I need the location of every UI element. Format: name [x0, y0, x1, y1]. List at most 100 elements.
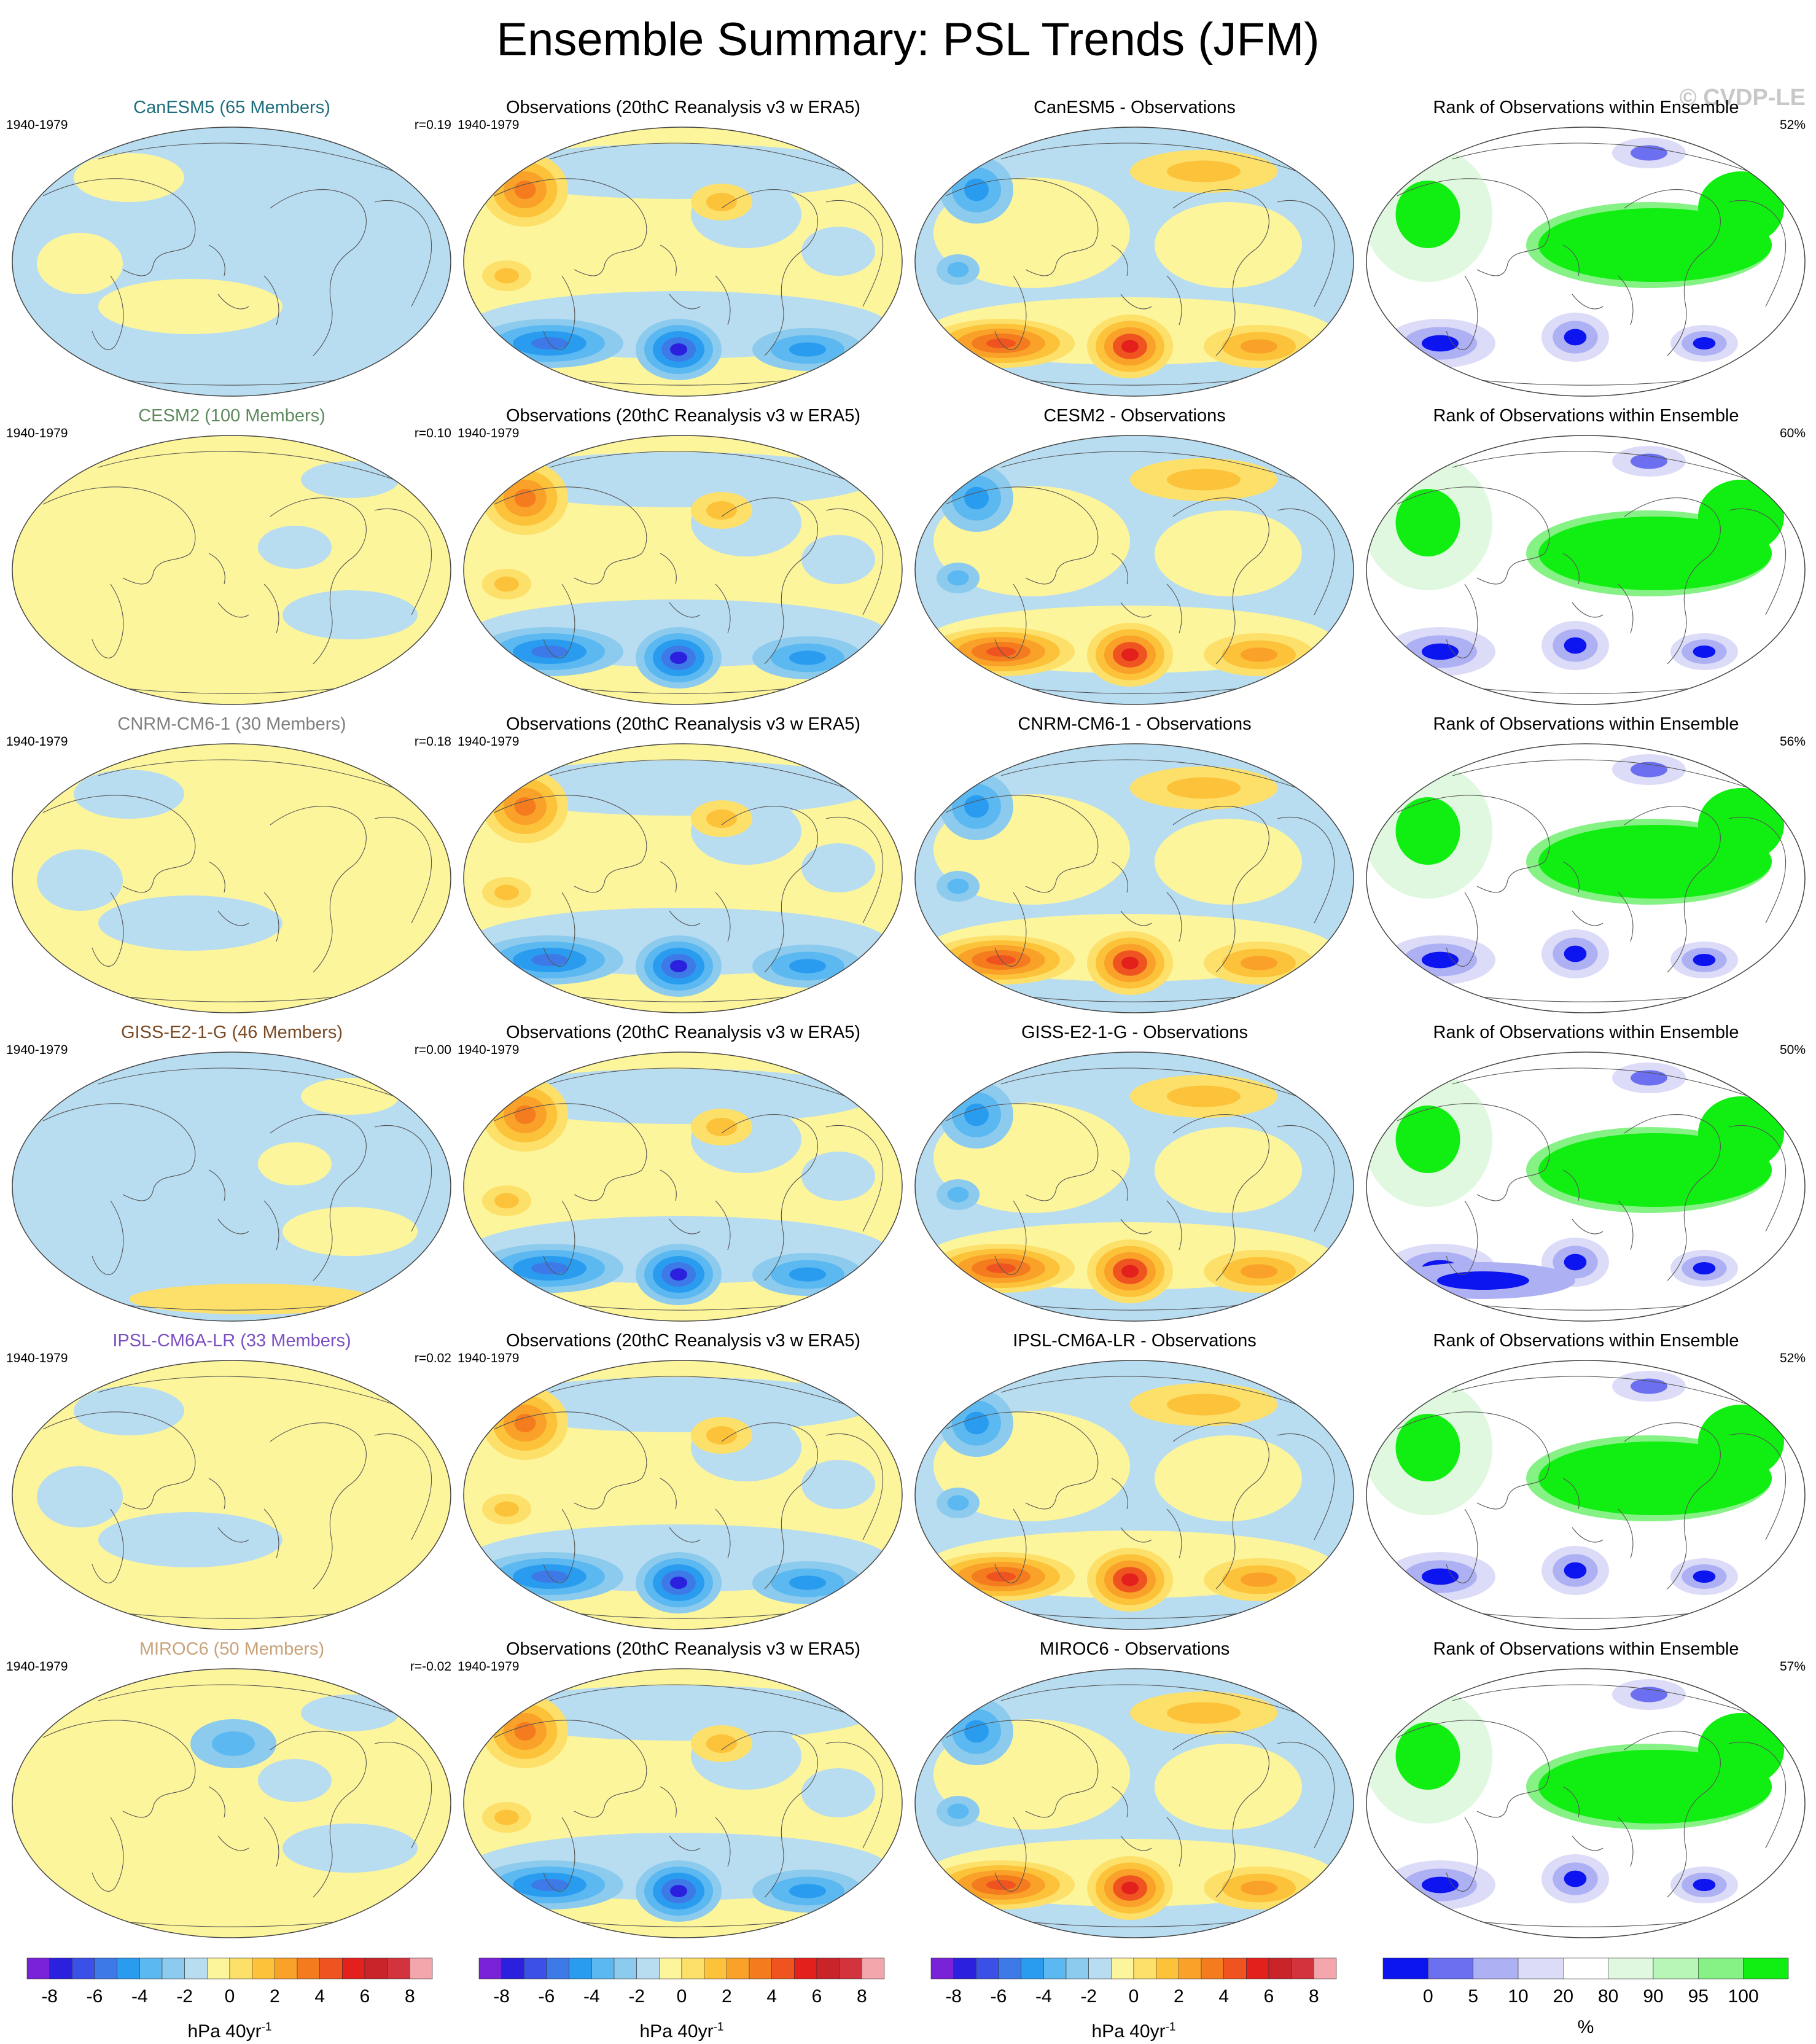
negative-trend-region [947, 1187, 969, 1203]
difference-panel: MIROC6 - Observations [909, 1637, 1360, 1946]
colorbar-tick-label: 0 [1129, 1986, 1139, 2007]
map-outline [1366, 1051, 1806, 1322]
colorbar-tick-label: 4 [314, 1986, 325, 2007]
model-panel-title: IPSL-CM6A-LR (33 Members) [112, 1331, 351, 1351]
positive-trend-region [1167, 1702, 1241, 1724]
map-outline [1366, 435, 1806, 705]
map-outline [12, 743, 451, 1013]
coastline [494, 1720, 647, 1818]
negative-trend-region [789, 1267, 826, 1282]
positive-trend-region [1121, 340, 1139, 353]
colorbar-swatch [1428, 1957, 1473, 1980]
coastline [1172, 1114, 1269, 1281]
map-outline [463, 127, 903, 397]
map-outline [463, 1360, 903, 1630]
positive-trend-region [1121, 1573, 1139, 1586]
positive-trend-region [514, 489, 536, 507]
coastline [98, 1684, 424, 1726]
trend-anomaly-region [1155, 1435, 1302, 1521]
low-rank-region [1564, 1870, 1587, 1887]
low-rank-region [1693, 1570, 1716, 1583]
colorbar-swatch [1518, 1957, 1564, 1980]
coastline [549, 759, 876, 801]
colorbar-tick-label: -6 [991, 1986, 1007, 2007]
coastline [1000, 1376, 1327, 1418]
coastline [1397, 1411, 1550, 1510]
low-rank-region [1437, 1271, 1529, 1290]
positive-trend-region [1241, 339, 1277, 354]
trend-anomaly-region [74, 770, 184, 819]
colorbar-swatch [614, 1957, 637, 1980]
colorbar-swatch [1473, 1957, 1519, 1980]
rank-percent-label: 57% [1779, 1660, 1806, 1674]
colorbar-swatch [1382, 1957, 1428, 1980]
coastline [42, 1411, 196, 1510]
pattern-correlation-label: r=0.18 [414, 735, 451, 749]
coastline [825, 816, 884, 924]
coastline [1397, 1103, 1550, 1201]
coastline [549, 1067, 876, 1109]
model-map [6, 1356, 458, 1635]
colorbar-swatch [953, 1957, 976, 1980]
coastline [1728, 1741, 1787, 1849]
trend-anomaly-region [801, 227, 875, 276]
positive-trend-region [494, 884, 519, 900]
colorbar-swatch [546, 1957, 569, 1980]
trend-anomaly-region [1155, 1127, 1302, 1213]
observations-panel-title: Observations (20thC Reanalysis v3 w ERA5… [505, 714, 860, 734]
colorbar-units-label: hPa 40yr-1 [479, 2017, 884, 2042]
coastline [98, 759, 424, 801]
coastline [92, 1817, 124, 1892]
negative-trend-region [789, 1575, 826, 1590]
trend-anomaly-region [258, 526, 332, 569]
colorbar-swatch [26, 1957, 50, 1980]
coastline [1452, 451, 1779, 493]
trend-colorbar-model: -8 -6 -4 -2 0 2 4 6 8 hPa 40yr-1 [26, 1957, 433, 2042]
period-label: 1940-1979 [458, 426, 520, 440]
difference-map [909, 1664, 1360, 1943]
coastline [1728, 1433, 1787, 1540]
difference-panel-title: IPSL-CM6A-LR - Observations [1013, 1331, 1257, 1351]
negative-trend-region [670, 343, 687, 356]
difference-panel: CanESM5 - Observations [909, 95, 1360, 404]
low-rank-region [1693, 954, 1716, 966]
coastline [1000, 142, 1327, 184]
observations-panel-title: Observations (20thC Reanalysis v3 w ERA5… [505, 98, 860, 117]
coastline [543, 1817, 575, 1892]
coastline [374, 816, 432, 924]
colorbar-swatch [297, 1957, 320, 1980]
trend-anomaly-region [258, 1142, 332, 1185]
rank-colorbar: 0 5 10 20 80 90 95 100% [1382, 1957, 1789, 2038]
coastline [660, 1478, 701, 1543]
positive-trend-region [1241, 1264, 1277, 1279]
colorbar-tick-label: 20 [1553, 1986, 1573, 2007]
high-rank-region [1395, 489, 1460, 556]
coastline [208, 553, 249, 618]
coastline [92, 275, 124, 350]
coastline [98, 451, 424, 493]
colorbar-tick-label: -4 [583, 1986, 600, 2007]
negative-trend-region [670, 652, 687, 664]
observations-panel: Observations (20thC Reanalysis v3 w ERA5… [458, 404, 909, 712]
colorbar-tick-label: 8 [405, 1986, 415, 2007]
colorbar-swatch [659, 1957, 682, 1980]
pattern-correlation-label: r=0.10 [414, 426, 451, 440]
coastline [1728, 200, 1787, 307]
coastline [42, 486, 196, 585]
coastline [1618, 1508, 1634, 1559]
trend-anomaly-region [301, 461, 399, 498]
positive-trend-region [1121, 648, 1139, 661]
coastline [1166, 1200, 1182, 1250]
coastline [1452, 142, 1779, 184]
negative-trend-region [789, 650, 826, 665]
colorbar-swatch [252, 1957, 275, 1980]
colorbar-swatch [162, 1957, 185, 1980]
coastline [715, 275, 731, 326]
colorbar-units-label: hPa 40yr-1 [931, 2017, 1336, 2042]
rank-panel: Rank of Observations within Ensemble 52% [1360, 95, 1812, 404]
coastline [1562, 553, 1604, 618]
colorbar-units-text: hPa 40yr [639, 2021, 714, 2042]
trend-anomaly-region [283, 590, 418, 639]
period-label: 1940-1979 [458, 1351, 520, 1365]
negative-trend-region [964, 795, 989, 818]
